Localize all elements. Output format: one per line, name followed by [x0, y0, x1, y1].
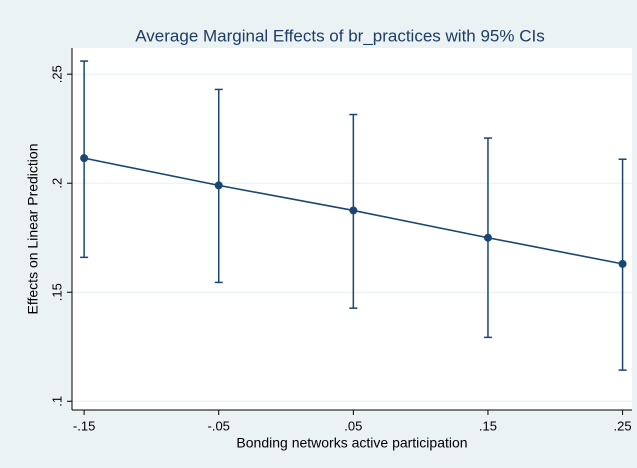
y-tick-label: .25 — [49, 65, 64, 83]
y-axis-title: Effects on Linear Prediction — [25, 144, 41, 315]
x-tick-label: -.15 — [73, 418, 95, 433]
y-tick-label: .15 — [49, 283, 64, 301]
x-tick-label: .25 — [614, 418, 632, 433]
x-tick-label: -.05 — [208, 418, 230, 433]
y-tick-label: .1 — [49, 396, 64, 407]
x-axis-title: Bonding networks active participation — [236, 435, 467, 451]
x-tick-label: .05 — [344, 418, 362, 433]
x-tick-label: .15 — [479, 418, 497, 433]
chart-title: Average Marginal Effects of br_practices… — [135, 26, 544, 45]
point — [80, 154, 89, 163]
plot-area — [72, 48, 632, 410]
y-tick-label: .2 — [49, 178, 64, 189]
point — [214, 181, 223, 190]
point — [618, 259, 627, 268]
point — [349, 206, 358, 215]
point — [483, 233, 492, 242]
